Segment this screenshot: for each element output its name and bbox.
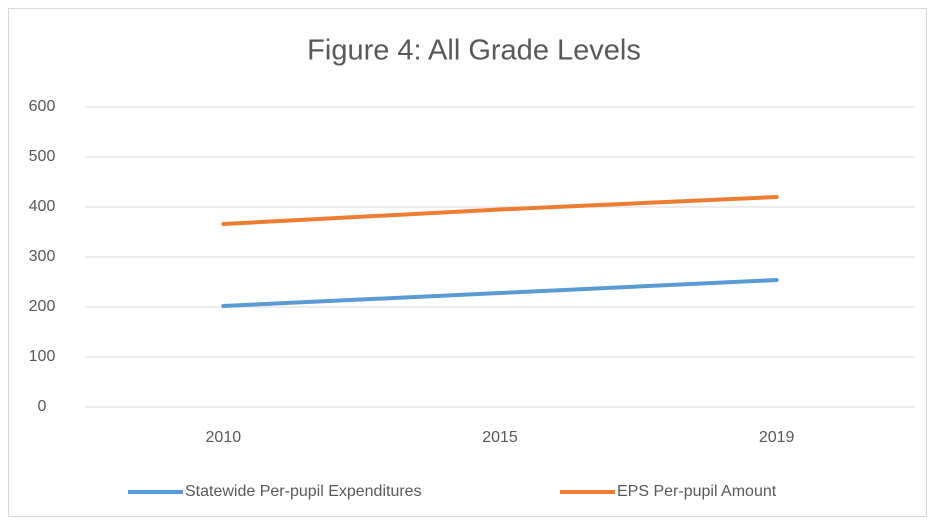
y-tick-label: 500 xyxy=(29,148,56,165)
x-tick-label: 2019 xyxy=(759,429,795,446)
chart-title: Figure 4: All Grade Levels xyxy=(307,35,641,67)
legend-label: Statewide Per-pupil Expenditures xyxy=(185,483,422,500)
y-tick-label: 100 xyxy=(29,348,56,365)
chart-border xyxy=(8,8,927,517)
x-tick-label: 2010 xyxy=(206,429,242,446)
x-tick-label: 2015 xyxy=(482,429,518,446)
y-tick-label: 200 xyxy=(29,298,56,315)
line-series xyxy=(221,195,779,226)
line-series xyxy=(221,278,779,308)
y-tick-label: 400 xyxy=(29,198,56,215)
y-tick-label: 300 xyxy=(29,248,56,265)
legend-label: EPS Per-pupil Amount xyxy=(617,483,777,500)
y-tick-label: 600 xyxy=(29,98,56,115)
y-tick-label: 0 xyxy=(38,398,47,415)
